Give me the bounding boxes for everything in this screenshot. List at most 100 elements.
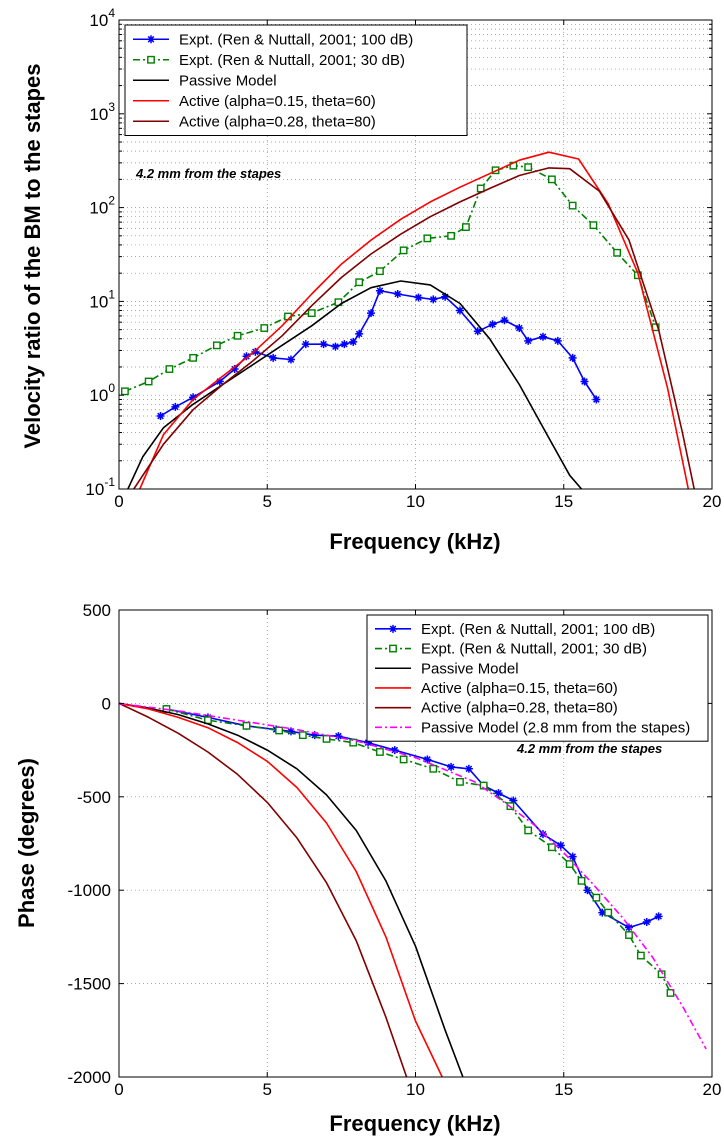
data-point-0-13 [494,789,503,798]
legend-entry-1: Expt. (Ren & Nuttall, 2001; 30 dB) [421,641,647,658]
x-axis-label: Frequency (kHz) [329,529,500,554]
annotation: 4.2 mm from the stapes [135,166,281,181]
data-point-0-20 [624,923,633,932]
y-tick-exponent: 0 [108,381,115,395]
data-point-0-18 [414,293,423,302]
data-point-1-11 [376,267,384,276]
data-point-0-0 [156,412,165,421]
y-tick-base: 10 [89,105,108,124]
data-point-0-7 [269,353,278,362]
legend: Expt. (Ren & Nuttall, 2001; 100 dB) Expt.… [366,614,709,742]
data-point-1-22 [589,221,598,230]
data-point-0-14 [355,329,364,338]
y-tick-label: 103 [89,100,115,124]
data-point-0-9 [301,340,310,349]
x-tick-label: 0 [114,1080,123,1099]
y-tick-label: 100 [89,381,115,405]
data-point-0-2 [189,393,198,402]
series-line-4 [119,702,408,1077]
data-point-0-16 [556,841,565,850]
y-tick-label: -1000 [68,881,111,900]
legend-box [366,614,709,742]
data-point-1-13 [524,826,533,835]
data-point-0-10 [319,340,328,349]
data-point-0-30 [580,377,589,386]
data-point-0-18 [583,886,592,895]
data-point-0-17 [393,289,402,298]
data-point-0-12 [340,340,349,349]
data-point-1-18 [604,908,613,917]
data-point-1-21 [568,201,577,210]
data-point-0-5 [310,731,319,740]
y-tick-label: -1500 [68,975,111,994]
data-point-0-22 [473,327,482,336]
data-point-0-3 [215,377,224,386]
legend-marker-1 [147,55,155,64]
data-point-1-20 [547,175,556,184]
series-line-2 [119,702,464,1077]
legend-entry-2: Passive Model [179,72,277,89]
data-point-0-16 [375,286,384,295]
legend-entry-3: Active (alpha=0.15, theta=60) [421,680,618,697]
y-tick-base: 10 [89,199,108,218]
data-point-0-4 [230,365,239,374]
data-point-0-6 [334,732,343,741]
y-tick-exponent: 2 [108,194,115,208]
data-point-1-8 [399,755,408,764]
data-point-1-3 [275,726,284,735]
y-tick-label: -500 [77,788,111,807]
series-line-2 [127,280,583,489]
data-point-0-13 [349,337,358,346]
data-point-0-1 [171,402,180,411]
data-point-1-6 [260,324,269,332]
ticks [118,20,713,490]
data-point-1-6 [349,738,358,747]
data-point-1-20 [636,951,645,960]
x-tick-label: 5 [263,1080,272,1099]
legend-entry-0: Expt. (Ren & Nuttall, 2001; 100 dB) [179,31,413,48]
legend-entry-4: Active (alpha=0.28, theta=80) [421,700,618,717]
data-point-0-15 [367,309,376,318]
data-point-0-25 [515,324,524,333]
data-point-1-2 [242,721,251,730]
data-point-0-23 [488,320,497,329]
data-point-0-26 [524,336,533,345]
data-point-0-4 [286,727,295,736]
legend-entry-1: Expt. (Ren & Nuttall, 2001; 30 dB) [179,52,405,69]
data-point-0-22 [654,912,663,921]
legend-marker-1 [389,644,397,653]
x-tick-label: 15 [554,492,573,511]
x-tick-label: 5 [263,492,272,511]
legend-entry-5: Passive Model (2.8 mm from the stapes) [421,719,690,736]
data-point-0-20 [441,292,450,301]
data-point-1-19 [625,931,633,939]
data-point-0-31 [592,395,601,404]
data-point-1-12 [399,246,408,255]
data-point-0-11 [331,342,340,351]
y-tick-label: 500 [83,601,111,620]
series-group [121,151,695,489]
y-tick-exponent: 1 [108,287,115,301]
data-point-1-15 [565,860,574,868]
data-point-0-10 [447,762,456,771]
data-point-1-8 [307,309,316,318]
legend-marker-0 [147,35,155,44]
legend-entry-3: Active (alpha=0.15, theta=60) [179,93,376,110]
annotation: 4.2 mm from the stapes [516,741,662,756]
y-tick-base: 10 [89,11,108,30]
data-point-1-5 [233,331,242,340]
data-point-1-16 [577,876,586,885]
y-tick-label: 104 [89,6,115,30]
phase-panel: 0 5 10 15 20 -2000 -1500 -1000 -500 0 500 Frequency… [14,601,721,1136]
data-point-1-4 [298,731,307,740]
x-tick-label: 20 [703,1080,722,1099]
data-point-0-19 [598,908,607,917]
data-point-1-15 [462,223,470,231]
data-point-1-9 [429,764,438,773]
legend-entry-0: Expt. (Ren & Nuttall, 2001; 100 dB) [421,621,655,638]
data-point-1-5 [322,734,331,743]
legend-box [124,24,468,136]
legend: Expt. (Ren & Nuttall, 2001; 100 dB) Expt.… [124,24,468,136]
y-tick-exponent: 4 [108,6,115,20]
